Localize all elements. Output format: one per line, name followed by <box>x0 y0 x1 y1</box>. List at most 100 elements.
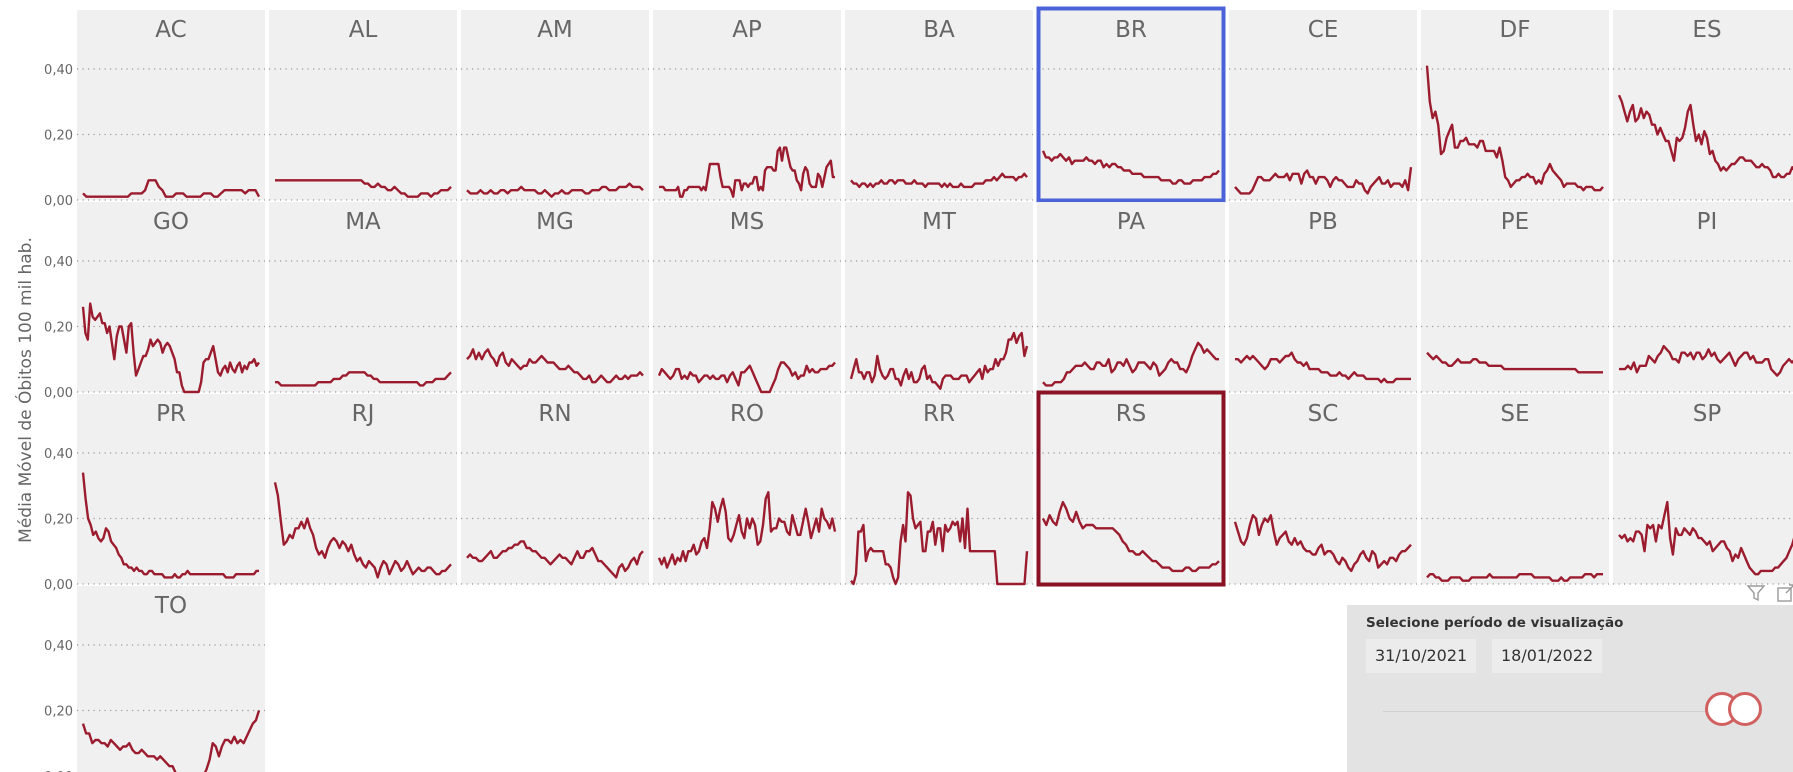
panel-title: AM <box>537 17 573 43</box>
panel-RN: RN <box>461 394 649 585</box>
y-tick-label: 0,00 <box>44 194 73 209</box>
series-line <box>849 331 1029 390</box>
panel-background <box>77 586 265 772</box>
series-line <box>850 172 1028 189</box>
selection-border <box>1036 6 1226 203</box>
selection-border <box>1036 390 1226 587</box>
series-line <box>81 472 259 579</box>
panel-PI: PI <box>1613 202 1793 393</box>
panel-PA: PA <box>1037 202 1225 393</box>
start-date-input[interactable]: 31/10/2021 <box>1366 639 1477 673</box>
panel-title: RO <box>730 401 764 427</box>
panel-MG: MG <box>461 202 649 393</box>
panel-title: PA <box>1117 209 1145 235</box>
panel-BA: BA <box>845 10 1033 201</box>
panel-background <box>1613 10 1793 200</box>
panel-GO: GO <box>77 202 265 394</box>
panel-background <box>1037 10 1225 200</box>
series-line <box>81 710 261 772</box>
panel-ES: ES <box>1613 10 1793 201</box>
panel-MT: MT <box>845 202 1033 393</box>
expand-icon[interactable] <box>1775 582 1793 604</box>
end-date-input[interactable]: 18/01/2022 <box>1492 639 1603 673</box>
series-line <box>466 348 644 384</box>
panel-title: AC <box>155 17 186 43</box>
panel-title: MS <box>730 209 764 235</box>
series-line <box>1426 573 1603 582</box>
panel-background <box>269 202 457 392</box>
panel-background <box>845 10 1033 200</box>
slider-end-handle[interactable] <box>1728 692 1762 726</box>
panel-background <box>1613 394 1793 584</box>
panel-title: TO <box>154 593 187 619</box>
date-range-slicer[interactable]: Selecione período de visualização 31/10/… <box>1347 605 1793 772</box>
panel-title: PB <box>1308 209 1338 235</box>
y-tick-label: 0,40 <box>44 639 73 654</box>
panel-background <box>461 10 649 200</box>
panel-title: MT <box>922 209 957 235</box>
panel-AP: AP <box>653 10 841 201</box>
panel-title: PI <box>1697 209 1718 235</box>
panel-title: DF <box>1500 17 1531 43</box>
panel-AL: AL <box>269 10 457 201</box>
y-tick-label: 0,20 <box>44 320 73 335</box>
panel-title: BA <box>923 17 955 43</box>
panel-CE: CE <box>1229 10 1417 201</box>
panel-RO: RO <box>653 394 841 585</box>
panel-SP: SP <box>1613 394 1793 585</box>
panel-title: RJ <box>352 401 375 427</box>
panel-MS: MS <box>653 202 841 394</box>
panel-background <box>1421 394 1609 584</box>
panel-BR: BR <box>1036 6 1226 203</box>
panel-title: MG <box>536 209 574 235</box>
series-line <box>657 361 836 394</box>
panel-SE: SE <box>1421 394 1609 585</box>
series-line <box>466 182 644 198</box>
panel-title: SC <box>1308 401 1339 427</box>
panel-background <box>77 394 265 584</box>
panel-AC: AC <box>77 10 265 201</box>
panel-title: CE <box>1308 17 1339 43</box>
series-line <box>1618 500 1793 576</box>
panel-PB: PB <box>1229 202 1417 393</box>
panel-PE: PE <box>1421 202 1609 393</box>
series-line <box>81 302 260 394</box>
panel-RR: RR <box>845 394 1033 586</box>
y-tick-label: 0,20 <box>44 704 73 719</box>
series-line <box>1235 351 1411 384</box>
series-line <box>1041 500 1220 573</box>
series-line <box>1234 167 1413 195</box>
y-tick-label: 0,20 <box>44 512 73 527</box>
series-line <box>1425 65 1604 192</box>
panel-title: RS <box>1116 401 1147 427</box>
panel-PR: PR <box>77 394 265 585</box>
panel-background <box>77 10 265 200</box>
panel-title: MA <box>345 209 381 235</box>
panel-background <box>461 202 649 392</box>
y-tick-label: 0,00 <box>44 770 73 772</box>
panel-background <box>1229 10 1417 200</box>
panel-title: ES <box>1692 17 1721 43</box>
panel-title: PE <box>1501 209 1529 235</box>
panel-title: PR <box>156 401 186 427</box>
series-line <box>1233 514 1412 573</box>
panel-title: AP <box>732 17 762 43</box>
slider-track[interactable] <box>1383 711 1743 712</box>
series-line <box>850 491 1029 586</box>
panel-title: GO <box>153 209 189 235</box>
panel-background <box>269 10 457 200</box>
panel-background <box>269 394 457 584</box>
panel-SC: SC <box>1229 394 1417 585</box>
series-line <box>82 179 261 198</box>
y-tick-label: 0,00 <box>44 386 73 401</box>
panel-MA: MA <box>269 202 457 393</box>
series-line <box>466 540 644 579</box>
panel-background <box>1421 10 1609 200</box>
panel-RS: RS <box>1036 390 1226 587</box>
y-axis-title: Média Móvel de Óbitos 100 mil hab. <box>14 237 36 543</box>
panel-title: SE <box>1500 401 1529 427</box>
series-line <box>1619 344 1793 377</box>
filter-icon[interactable] <box>1745 582 1767 604</box>
panel-background <box>1229 202 1417 392</box>
panel-title: RN <box>538 401 571 427</box>
